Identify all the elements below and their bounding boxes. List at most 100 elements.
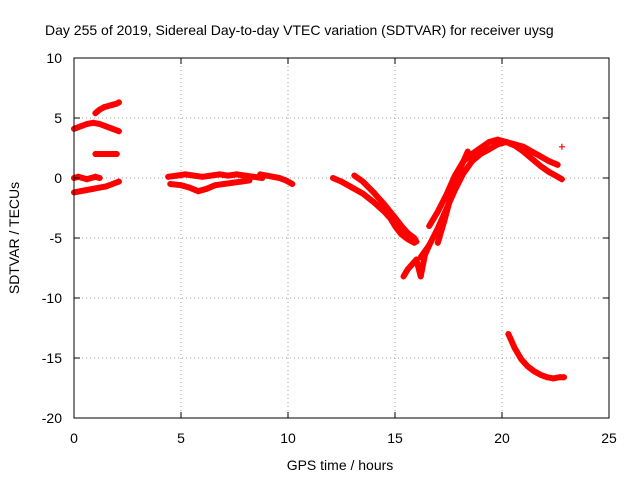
data-point-marker bbox=[454, 172, 461, 179]
data-point-marker bbox=[90, 119, 97, 126]
data-point-marker bbox=[270, 173, 277, 180]
data-point-marker bbox=[203, 185, 210, 192]
series-arc-14 bbox=[434, 148, 471, 246]
y-tick-label: -20 bbox=[42, 410, 62, 426]
data-point-marker bbox=[96, 184, 103, 191]
data-point-marker bbox=[79, 175, 86, 181]
data-point-marker bbox=[426, 223, 433, 229]
data-point-marker bbox=[105, 103, 112, 109]
series-arc-6 bbox=[165, 171, 266, 181]
grid-lines bbox=[74, 58, 609, 418]
series-arc-10 bbox=[351, 172, 420, 245]
data-point-marker bbox=[103, 183, 110, 190]
data-point-marker bbox=[225, 172, 232, 179]
data-point-marker bbox=[199, 173, 206, 180]
series-arc-2 bbox=[92, 99, 122, 117]
data-point-marker bbox=[421, 251, 428, 258]
data-point-marker bbox=[531, 368, 538, 375]
x-axis-label: GPS time / hours bbox=[287, 457, 394, 473]
data-point-marker bbox=[182, 171, 189, 178]
data-point-marker bbox=[398, 231, 405, 238]
data-point-marker bbox=[503, 139, 510, 145]
data-point-marker bbox=[100, 104, 107, 111]
data-point-marker bbox=[411, 235, 418, 241]
y-axis-label: SDTVAR / TECUs bbox=[6, 182, 22, 294]
data-point-marker bbox=[359, 190, 366, 197]
data-point-marker bbox=[524, 363, 531, 370]
data-point-marker bbox=[561, 374, 568, 381]
data-point-marker bbox=[554, 173, 561, 180]
data-point-marker bbox=[381, 201, 388, 208]
data-point-marker bbox=[83, 187, 90, 193]
data-point-marker bbox=[528, 155, 535, 162]
data-point-marker bbox=[115, 178, 122, 185]
data-point-marker bbox=[469, 158, 476, 165]
x-tick-label: 15 bbox=[387, 430, 403, 446]
data-point-marker bbox=[92, 110, 99, 117]
data-point-marker bbox=[216, 171, 223, 178]
data-points bbox=[71, 99, 568, 382]
data-point-marker bbox=[413, 256, 420, 263]
data-point-marker bbox=[88, 175, 95, 181]
series-arc-8 bbox=[257, 171, 296, 187]
x-tick-label: 25 bbox=[601, 430, 617, 446]
data-point-marker bbox=[392, 223, 398, 229]
x-tick-label: 5 bbox=[177, 430, 185, 446]
data-point-marker bbox=[511, 142, 518, 149]
series-arc-1 bbox=[71, 119, 122, 135]
series-arc-3 bbox=[92, 151, 120, 157]
data-point-marker bbox=[370, 199, 377, 205]
data-point-marker bbox=[537, 153, 544, 160]
y-tick-label: -10 bbox=[42, 290, 62, 306]
data-point-marker bbox=[212, 182, 219, 189]
data-point-marker bbox=[207, 172, 214, 179]
data-point-marker bbox=[537, 371, 544, 378]
data-point-marker bbox=[434, 239, 441, 246]
data-point-marker bbox=[537, 163, 544, 169]
data-point-marker bbox=[90, 185, 97, 192]
data-point-marker bbox=[109, 101, 116, 108]
data-point-marker bbox=[426, 242, 433, 249]
data-point-marker bbox=[329, 175, 336, 181]
data-point-marker bbox=[486, 146, 493, 153]
data-point-marker bbox=[404, 266, 411, 273]
data-point-marker bbox=[77, 123, 84, 130]
data-point-marker bbox=[409, 261, 416, 268]
data-point-marker bbox=[518, 356, 525, 363]
x-tick-label: 10 bbox=[280, 430, 296, 446]
y-tick-label: 5 bbox=[54, 110, 62, 126]
data-point-marker bbox=[229, 179, 236, 186]
data-point-marker bbox=[477, 145, 484, 151]
data-point-marker bbox=[165, 173, 172, 180]
data-point-marker bbox=[195, 188, 202, 195]
data-point-marker bbox=[250, 173, 257, 180]
data-point-marker bbox=[441, 218, 448, 225]
data-point-marker bbox=[190, 172, 197, 179]
data-point-marker bbox=[178, 182, 184, 189]
data-point-marker bbox=[349, 184, 356, 191]
data-point-marker bbox=[554, 161, 561, 168]
y-tick-label: -5 bbox=[50, 230, 63, 246]
data-point-marker bbox=[494, 136, 501, 143]
data-point-marker bbox=[447, 194, 454, 201]
data-point-marker bbox=[83, 176, 90, 183]
data-point-marker bbox=[113, 151, 120, 157]
data-point-marker bbox=[434, 208, 441, 215]
series-trace bbox=[413, 242, 433, 280]
series-arc-5 bbox=[71, 178, 122, 196]
data-point-marker bbox=[263, 172, 270, 179]
data-point-marker bbox=[186, 184, 193, 191]
data-point-marker bbox=[282, 177, 289, 184]
data-point-marker bbox=[246, 177, 253, 184]
data-point-marker bbox=[558, 176, 565, 183]
data-point-marker bbox=[83, 121, 90, 127]
data-point-marker bbox=[289, 181, 296, 187]
series-arc-7 bbox=[167, 177, 253, 195]
data-point-marker bbox=[546, 169, 553, 175]
data-point-marker bbox=[103, 123, 110, 130]
data-point-marker bbox=[404, 236, 411, 243]
series-trace bbox=[329, 175, 418, 246]
y-tick-label: 0 bbox=[54, 170, 62, 186]
data-point-marker bbox=[400, 273, 407, 280]
data-point-marker bbox=[460, 170, 467, 177]
